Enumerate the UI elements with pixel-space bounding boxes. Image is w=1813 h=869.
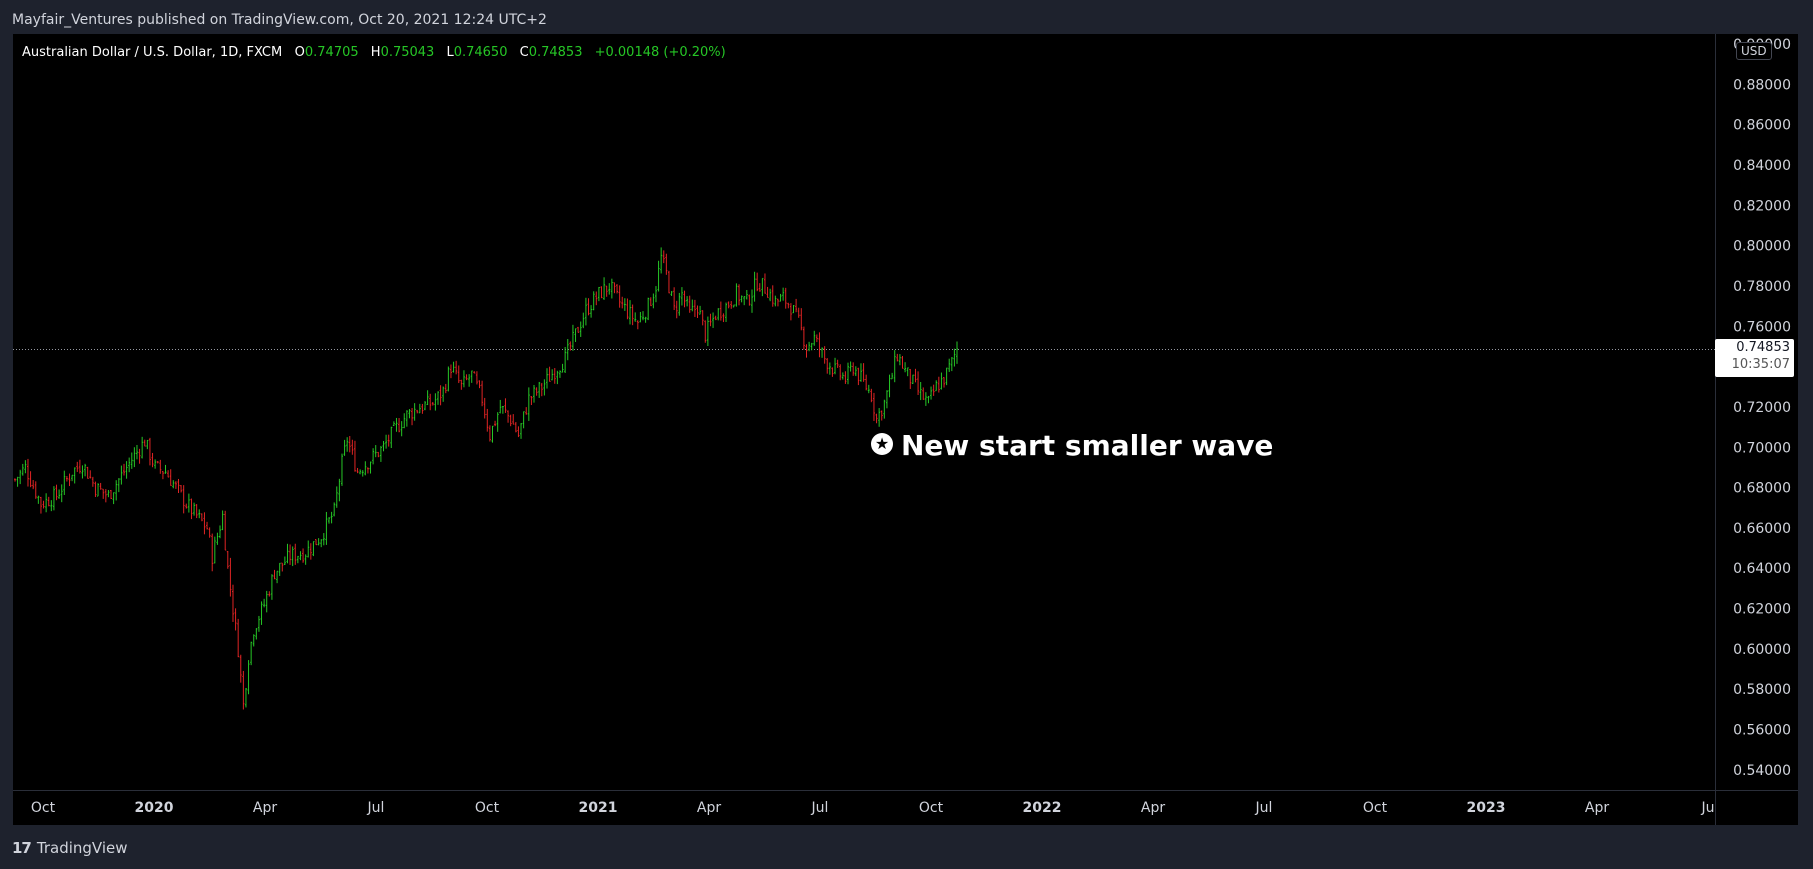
y-tick-label: 0.76000: [1733, 319, 1791, 335]
x-tick-label: Oct: [31, 800, 56, 816]
legend-close-label: C: [519, 45, 529, 60]
x-tick-label: Apr: [697, 800, 721, 816]
y-tick-label: 0.70000: [1733, 440, 1791, 456]
legend-high-label: H: [370, 45, 381, 60]
star-circle-icon: ★: [871, 433, 893, 455]
y-tick-label: 0.54000: [1733, 763, 1791, 779]
y-tick-label: 0.78000: [1733, 279, 1791, 295]
price-axis-divider: [1715, 34, 1716, 825]
x-tick-label: Jul: [811, 800, 829, 816]
y-tick-label: 0.56000: [1733, 723, 1791, 739]
y-tick-label: 0.88000: [1733, 77, 1791, 93]
x-tick-label: Apr: [1585, 800, 1609, 816]
x-tick-label: 2020: [135, 800, 174, 816]
legend-open-label: O: [294, 45, 305, 60]
x-tick-label: Oct: [1363, 800, 1388, 816]
legend-symbol: Australian Dollar / U.S. Dollar, 1D, FXC…: [22, 45, 283, 60]
y-tick-label: 0.86000: [1733, 118, 1791, 134]
legend-low-value: 0.74650: [453, 45, 508, 60]
tradingview-logo-icon[interactable]: 17: [12, 839, 32, 857]
x-tick-label: Oct: [475, 800, 500, 816]
legend-change: +0.00148 (+0.20%): [594, 45, 726, 60]
x-tick-label: Apr: [1141, 800, 1165, 816]
time-axis-divider: [13, 790, 1798, 791]
x-tick-label: Oct: [919, 800, 944, 816]
y-tick-label: 0.66000: [1733, 521, 1791, 537]
y-tick-label: 0.64000: [1733, 561, 1791, 577]
legend-open-value: 0.74705: [304, 45, 359, 60]
currency-label[interactable]: USD: [1736, 42, 1772, 60]
last-price-label: 0.74853 10:35:07: [1715, 339, 1794, 377]
y-tick-label: 0.62000: [1733, 602, 1791, 618]
x-tick-label: 2022: [1023, 800, 1062, 816]
y-tick-label: 0.72000: [1733, 400, 1791, 416]
y-tick-label: 0.68000: [1733, 481, 1791, 497]
x-tick-label: 2021: [579, 800, 618, 816]
chart-annotation[interactable]: ★ New start smaller wave: [871, 429, 1273, 462]
x-tick-label: Apr: [253, 800, 277, 816]
publisher-line: Mayfair_Ventures published on TradingVie…: [12, 12, 547, 28]
x-tick-label: Jul: [1255, 800, 1273, 816]
bar-countdown: 10:35:07: [1731, 357, 1790, 372]
last-price-value: 0.74853: [1736, 340, 1790, 355]
legend-high-value: 0.75043: [380, 45, 435, 60]
y-tick-label: 0.84000: [1733, 158, 1791, 174]
y-tick-label: 0.80000: [1733, 239, 1791, 255]
y-tick-label: 0.82000: [1733, 198, 1791, 214]
symbol-legend[interactable]: Australian Dollar / U.S. Dollar, 1D, FXC…: [22, 44, 726, 62]
legend-low-label: L: [446, 45, 454, 60]
y-tick-label: 0.58000: [1733, 682, 1791, 698]
chart-frame[interactable]: 0.900000.880000.860000.840000.820000.800…: [13, 34, 1798, 825]
footer-brand[interactable]: TradingView: [36, 839, 128, 857]
x-tick-label: 2023: [1467, 800, 1506, 816]
y-tick-label: 0.60000: [1733, 642, 1791, 658]
footer: 17 TradingView: [12, 836, 128, 860]
x-tick-label: Jul: [367, 800, 385, 816]
annotation-text: New start smaller wave: [901, 429, 1274, 462]
legend-close-value: 0.74853: [528, 45, 583, 60]
x-tick-label: Ju: [1700, 800, 1714, 816]
